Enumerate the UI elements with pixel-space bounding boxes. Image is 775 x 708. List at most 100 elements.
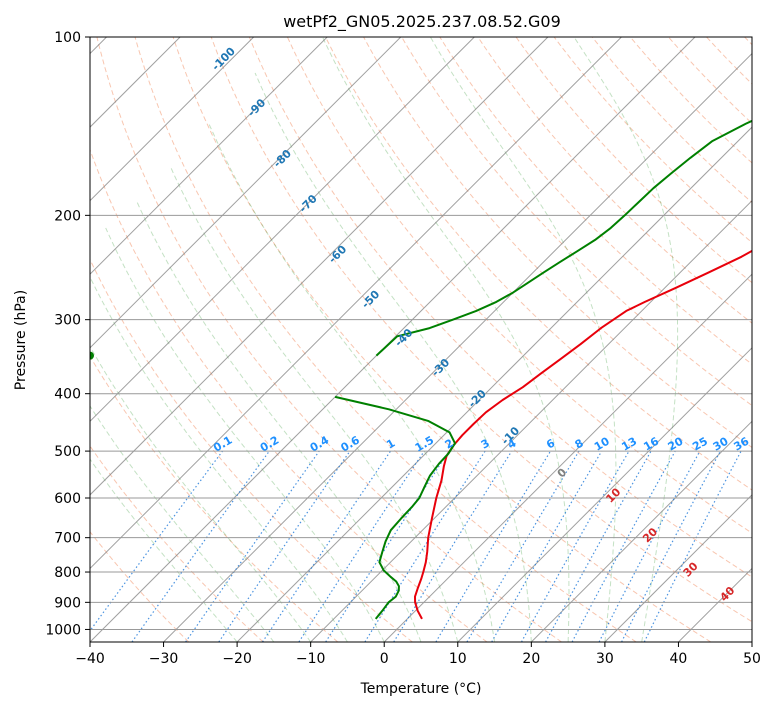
- x-tick-label: 10: [449, 651, 467, 667]
- y-axis: 100 200 300 400 500 600 700 800 900 1000: [45, 30, 90, 638]
- mixing-ratio-line: [298, 450, 425, 642]
- isotherm: [678, 567, 752, 642]
- isotherm-label: 20: [640, 525, 660, 545]
- mixing-ratio-line: [520, 450, 630, 642]
- x-tick-label: 30: [596, 651, 614, 667]
- isotherm-label: 10: [603, 485, 623, 505]
- mixing-ratio-label: 3: [479, 437, 492, 452]
- mixing-ratio-line: [643, 450, 742, 642]
- x-tick-label: 0: [380, 651, 389, 667]
- dry-adiabat: [90, 531, 190, 642]
- y-tick-label: 1000: [45, 622, 81, 638]
- y-tick-label: 900: [54, 595, 81, 611]
- profiles: [90, 119, 752, 620]
- moist-adiabat: [105, 227, 385, 642]
- y-tick-label: 700: [54, 531, 81, 547]
- isotherm: [90, 37, 255, 202]
- mixing-ratio-line: [435, 450, 552, 642]
- mixing-ratio-line: [131, 450, 270, 642]
- isotherm: [90, 37, 622, 570]
- x-tick-label: −40: [75, 651, 105, 667]
- moist-adiabat: [322, 37, 570, 642]
- dewpoint-profile: [334, 395, 456, 620]
- moist-adiabat: [90, 458, 238, 642]
- y-tick-label: 600: [54, 491, 81, 507]
- dry-adiabat: [210, 37, 752, 623]
- y-tick-label: 300: [54, 313, 81, 329]
- dry-adiabat: [325, 37, 752, 491]
- isotherm: [236, 126, 752, 642]
- moist-adiabat: [573, 37, 679, 642]
- dry-adiabat: [591, 37, 752, 204]
- mixing-ratio-line: [90, 450, 223, 632]
- y-tick-label: 100: [54, 30, 81, 46]
- dry-adiabat: [90, 148, 488, 642]
- mixing-ratio-label: 1: [384, 437, 397, 452]
- x-tick-label: −10: [296, 651, 326, 667]
- isotherm-label: -60: [326, 242, 349, 265]
- moist-adiabat: [90, 405, 275, 642]
- plot-frame: [89, 36, 753, 643]
- moist-adiabat: [136, 201, 422, 642]
- mixing-ratio-line: [218, 450, 351, 642]
- x-axis: −40 −30 −20 −10 0 10 20 30 40 50: [75, 642, 761, 667]
- moist-adiabat: [254, 72, 532, 642]
- mixing-ratio-line: [598, 450, 701, 642]
- mixing-ratio-line: [491, 450, 603, 642]
- dewpoint-marker: [90, 351, 94, 360]
- dry-adiabat: [477, 37, 752, 324]
- y-tick-label: 500: [54, 444, 81, 460]
- isotherm: [604, 494, 752, 642]
- y-axis-title: Pressure (hPa): [13, 290, 29, 390]
- isotherm-label: -50: [359, 288, 382, 311]
- y-tick-label: 400: [54, 387, 81, 403]
- mixing-ratio-line: [466, 450, 580, 642]
- moist-adiabat: [169, 165, 459, 642]
- line-annotations: -100-90-80-70-60-50-40-30-20-10010203040…: [209, 44, 751, 604]
- mixing-ratio-line: [571, 450, 676, 642]
- isotherm-label: 40: [717, 584, 737, 604]
- isotherm-label: -40: [392, 326, 415, 349]
- dry-adiabat: [286, 37, 752, 534]
- isotherm: [310, 199, 752, 642]
- dry-adiabat: [90, 258, 413, 642]
- y-tick-label: 200: [54, 208, 81, 224]
- dry-adiabat: [134, 37, 637, 642]
- y-tick-label: 800: [54, 565, 81, 581]
- moist-adiabat: [90, 275, 348, 642]
- moist-adiabat: [90, 345, 312, 642]
- mixing-ratio-line: [621, 450, 721, 642]
- isotherm-label: -80: [271, 147, 294, 170]
- isotherm: [457, 347, 752, 642]
- isotherm: [383, 273, 752, 642]
- dry-adiabat: [90, 445, 264, 642]
- mixing-ratio-line: [545, 450, 652, 642]
- isotherm: [530, 420, 752, 642]
- moist-adiabat: [208, 123, 496, 642]
- x-tick-label: −30: [149, 651, 179, 667]
- isotherm: [90, 37, 475, 423]
- mixing-ratio-line: [325, 450, 450, 642]
- isotherm-label: -20: [466, 387, 489, 410]
- background-lines: [90, 37, 752, 642]
- isotherm-label: 0: [555, 466, 570, 481]
- isotherm: [163, 52, 752, 642]
- dewpoint-profile: [375, 119, 752, 357]
- mixing-ratio-line: [185, 450, 320, 642]
- dry-adiabat: [668, 37, 752, 125]
- moist-adiabat: [429, 37, 617, 642]
- temperature-profile: [414, 249, 752, 620]
- dry-adiabat: [90, 355, 339, 642]
- dry-adiabat: [706, 37, 752, 85]
- isotherm: [751, 641, 752, 642]
- mixing-ratio-line: [393, 450, 513, 642]
- chart-title: wetPf2_GN05.2025.237.08.52.G09: [283, 12, 561, 32]
- dry-adiabat: [744, 37, 752, 46]
- mixing-ratio-line: [364, 450, 486, 642]
- isotherm: [90, 37, 549, 496]
- dry-adiabat: [515, 37, 752, 284]
- dry-adiabat: [248, 37, 752, 578]
- isotherm: [90, 37, 402, 349]
- x-tick-label: 50: [743, 651, 761, 667]
